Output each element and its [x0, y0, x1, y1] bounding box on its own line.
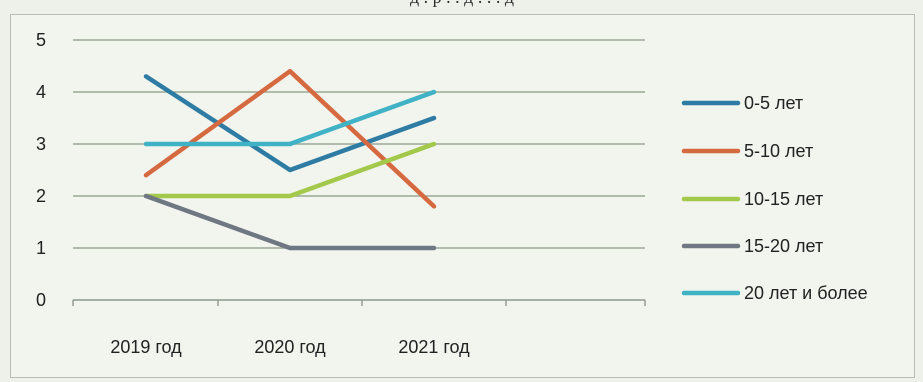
x-tick-label: 2020 год — [254, 337, 326, 357]
series-line — [143, 193, 437, 251]
legend-label: 10-15 лет — [744, 189, 823, 209]
legend-label: 5-10 лет — [744, 141, 813, 161]
y-tick-label: 0 — [36, 290, 46, 310]
legend-label: 20 лет и более — [744, 283, 868, 303]
legend-label: 0-5 лет — [744, 93, 803, 113]
legend-label: 15-20 лет — [744, 236, 823, 256]
cropped-caption-text: д . р . . д . . . д — [410, 0, 514, 8]
y-tick-label: 1 — [36, 238, 46, 258]
y-tick-label: 5 — [36, 30, 46, 50]
series-line — [143, 74, 437, 173]
x-tick-label: 2019 год — [110, 337, 182, 357]
y-tick-label: 3 — [36, 134, 46, 154]
x-tick-label: 2021 год — [398, 337, 470, 357]
series-line — [143, 89, 437, 147]
y-tick-label: 4 — [36, 82, 46, 102]
y-tick-label: 2 — [36, 186, 46, 206]
series-line — [143, 141, 437, 199]
